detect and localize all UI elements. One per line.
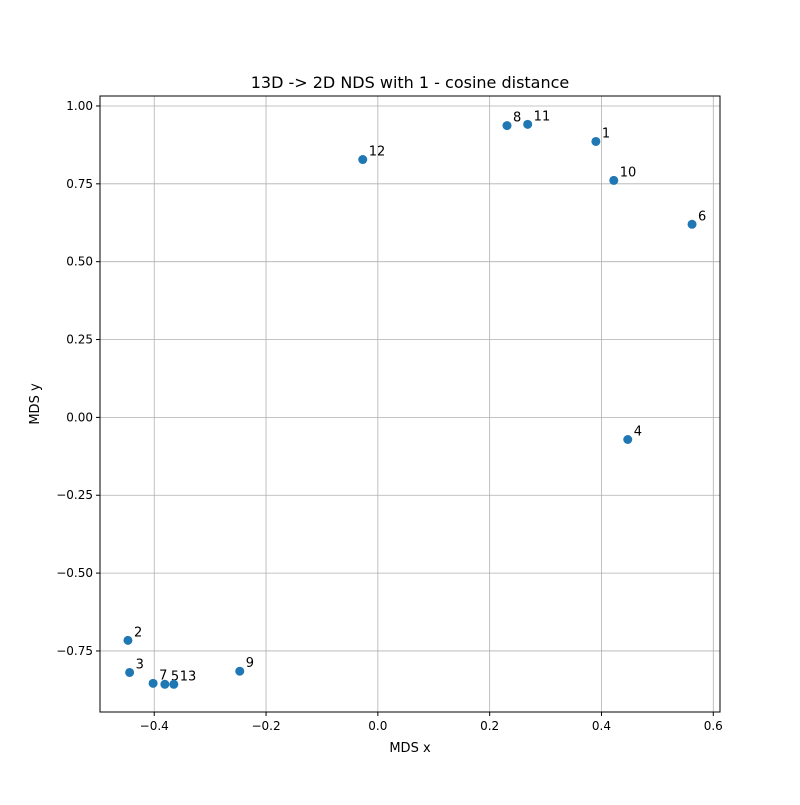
y-tick-label: −0.50	[56, 566, 93, 580]
data-point	[235, 666, 245, 676]
data-point	[160, 679, 170, 689]
point-label: 10	[620, 165, 637, 180]
point-label: 8	[513, 111, 521, 126]
x-tick-label: 0.0	[368, 719, 387, 733]
point-label: 11	[534, 109, 551, 124]
data-point	[591, 136, 601, 146]
data-point	[687, 219, 697, 229]
point-label: 7	[159, 668, 167, 683]
point-label: 6	[698, 209, 706, 224]
x-tick-label: 0.6	[704, 719, 723, 733]
point-label: 5	[171, 669, 179, 684]
data-point	[358, 155, 368, 165]
x-tick-label: −0.4	[140, 719, 169, 733]
x-tick-label: −0.2	[251, 719, 280, 733]
x-tick-label: 0.4	[592, 719, 611, 733]
data-point	[169, 679, 179, 689]
point-label: 1	[602, 126, 610, 141]
plot-frame	[99, 95, 721, 713]
data-point	[502, 121, 512, 131]
x-tick-label: 0.2	[480, 719, 499, 733]
y-axis-label: MDS y	[28, 383, 43, 425]
data-point	[623, 435, 633, 445]
ticks: −0.4 −0.2 0.0 0.2 0.4 0.6 −0.75 −0.50 −0.25 0.00 0…	[56, 99, 723, 733]
x-axis-label: MDS x	[389, 741, 431, 756]
y-tick-label: 0.75	[66, 177, 93, 191]
point-label: 2	[134, 625, 142, 640]
data-point	[125, 667, 135, 677]
point-label: 4	[634, 425, 642, 440]
grid	[100, 96, 720, 712]
y-tick-label: 0.00	[66, 410, 93, 424]
y-tick-label: −0.25	[56, 488, 93, 502]
y-tick-label: −0.75	[56, 644, 93, 658]
y-tick-label: 0.25	[66, 333, 93, 347]
y-tick-label: 0.50	[66, 255, 93, 269]
data-point	[148, 678, 158, 688]
point-label: 3	[136, 657, 144, 672]
point-label: 9	[246, 656, 254, 671]
point-label: 12	[369, 145, 386, 160]
point-label: 13	[180, 669, 197, 684]
data-point	[609, 175, 619, 185]
data-point	[523, 119, 533, 129]
chart-title: 13D -> 2D NDS with 1 - cosine distance	[251, 73, 570, 92]
data-point	[123, 635, 133, 645]
y-tick-label: 1.00	[66, 99, 93, 113]
